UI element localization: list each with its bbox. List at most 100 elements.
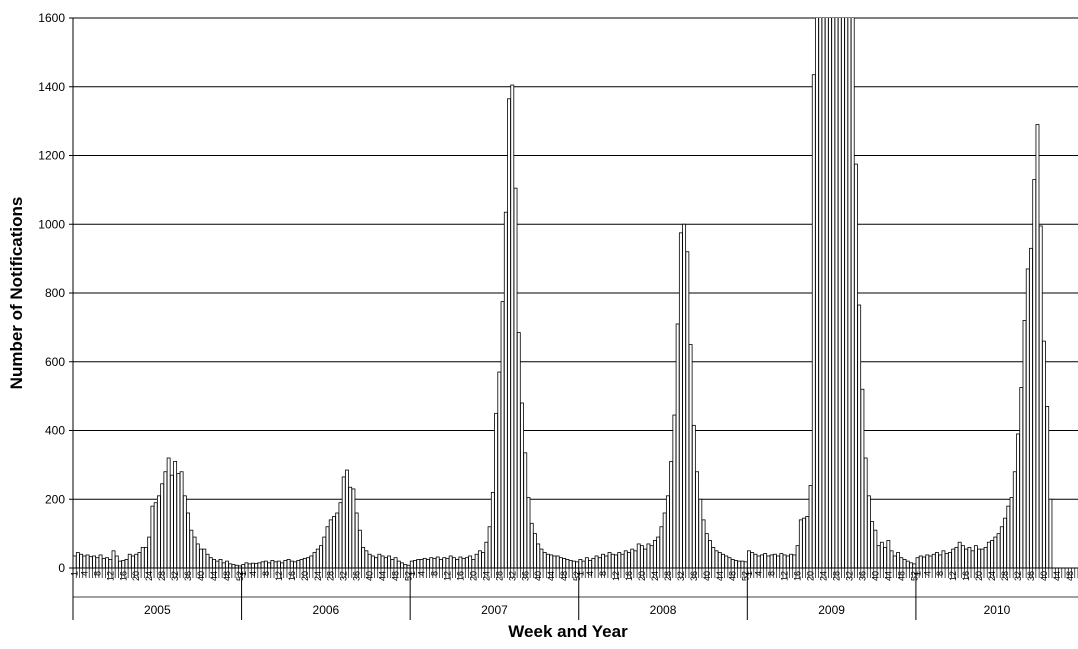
week-label: 36 bbox=[1026, 571, 1036, 581]
bar bbox=[964, 548, 969, 568]
bar bbox=[263, 560, 268, 568]
week-label: 40 bbox=[365, 571, 375, 581]
bar bbox=[993, 536, 998, 568]
bar bbox=[591, 557, 596, 568]
bar bbox=[163, 471, 168, 568]
bar bbox=[704, 533, 709, 568]
bar bbox=[218, 559, 223, 568]
bar bbox=[931, 553, 936, 568]
bar bbox=[792, 554, 797, 568]
bar bbox=[665, 495, 670, 568]
bar bbox=[863, 457, 868, 568]
bar bbox=[380, 555, 385, 568]
week-label: 12 bbox=[948, 571, 958, 581]
bar bbox=[199, 548, 203, 568]
week-label: 44 bbox=[546, 571, 556, 581]
bar bbox=[627, 552, 631, 568]
bar bbox=[413, 560, 417, 568]
bar bbox=[960, 545, 965, 568]
bar bbox=[1029, 247, 1033, 568]
bar bbox=[653, 540, 657, 568]
week-label: 16 bbox=[624, 571, 634, 581]
week-label: 52 bbox=[235, 571, 245, 581]
week-label: 28 bbox=[1000, 571, 1010, 581]
bar bbox=[526, 497, 531, 568]
bar bbox=[581, 560, 586, 568]
bar bbox=[494, 412, 498, 568]
week-label: 12 bbox=[611, 571, 621, 581]
bar bbox=[254, 563, 259, 568]
bar bbox=[986, 541, 991, 568]
bar bbox=[85, 554, 90, 568]
bar bbox=[899, 557, 904, 568]
bar bbox=[114, 555, 119, 568]
bar bbox=[182, 495, 187, 568]
bar bbox=[977, 548, 982, 568]
bar bbox=[354, 512, 359, 568]
bar bbox=[766, 555, 771, 568]
bar bbox=[144, 546, 148, 568]
week-label: 16 bbox=[793, 571, 803, 581]
week-label: 32 bbox=[1013, 571, 1023, 581]
bar bbox=[640, 545, 644, 568]
bar bbox=[678, 232, 683, 568]
week-label: 1 bbox=[407, 571, 417, 576]
bar bbox=[951, 548, 956, 568]
y-tick-label: 600 bbox=[45, 355, 65, 369]
week-label: 24 bbox=[819, 571, 829, 581]
bar bbox=[614, 554, 618, 568]
bar bbox=[452, 557, 456, 568]
bar bbox=[419, 559, 424, 568]
bar bbox=[698, 498, 703, 568]
bar bbox=[393, 557, 398, 568]
grid bbox=[73, 17, 1078, 569]
bar bbox=[429, 557, 434, 568]
bar bbox=[322, 536, 327, 568]
bar bbox=[730, 559, 735, 568]
week-label: 36 bbox=[352, 571, 362, 581]
bar bbox=[127, 553, 132, 568]
week-label: 32 bbox=[676, 571, 686, 581]
y-tick-label: 200 bbox=[45, 492, 65, 506]
year-label: 2009 bbox=[818, 603, 845, 617]
bar bbox=[568, 560, 573, 568]
bar bbox=[957, 541, 962, 568]
week-label: 4 bbox=[922, 571, 932, 576]
bar bbox=[672, 414, 677, 568]
week-label: 16 bbox=[287, 571, 297, 581]
bar bbox=[205, 553, 210, 568]
bar bbox=[124, 559, 129, 568]
bar bbox=[750, 552, 755, 568]
bar bbox=[335, 512, 340, 568]
bar bbox=[909, 562, 913, 568]
bar bbox=[1048, 498, 1053, 568]
week-label: 20 bbox=[637, 571, 647, 581]
bar bbox=[685, 251, 690, 568]
bar bbox=[523, 452, 528, 568]
bar bbox=[841, 18, 845, 568]
bar bbox=[464, 557, 469, 568]
bar bbox=[811, 74, 816, 568]
bar bbox=[520, 402, 524, 568]
bar bbox=[889, 550, 894, 568]
bar bbox=[850, 18, 855, 568]
bar bbox=[82, 555, 87, 568]
bar bbox=[630, 548, 635, 568]
year-label: 2007 bbox=[481, 603, 508, 617]
bar bbox=[834, 18, 839, 568]
bar bbox=[688, 344, 693, 568]
bar bbox=[516, 332, 521, 568]
y-tick-label: 0 bbox=[58, 561, 65, 575]
week-label: 52 bbox=[741, 571, 751, 581]
bar bbox=[636, 543, 641, 568]
bar bbox=[367, 553, 372, 568]
week-label: 32 bbox=[507, 571, 517, 581]
bar bbox=[374, 557, 379, 568]
week-label: 36 bbox=[183, 571, 193, 581]
bar bbox=[649, 545, 654, 568]
bar bbox=[212, 559, 216, 568]
bar bbox=[105, 557, 109, 568]
bar bbox=[990, 540, 995, 568]
week-label: 40 bbox=[533, 571, 543, 581]
bar bbox=[338, 502, 343, 568]
